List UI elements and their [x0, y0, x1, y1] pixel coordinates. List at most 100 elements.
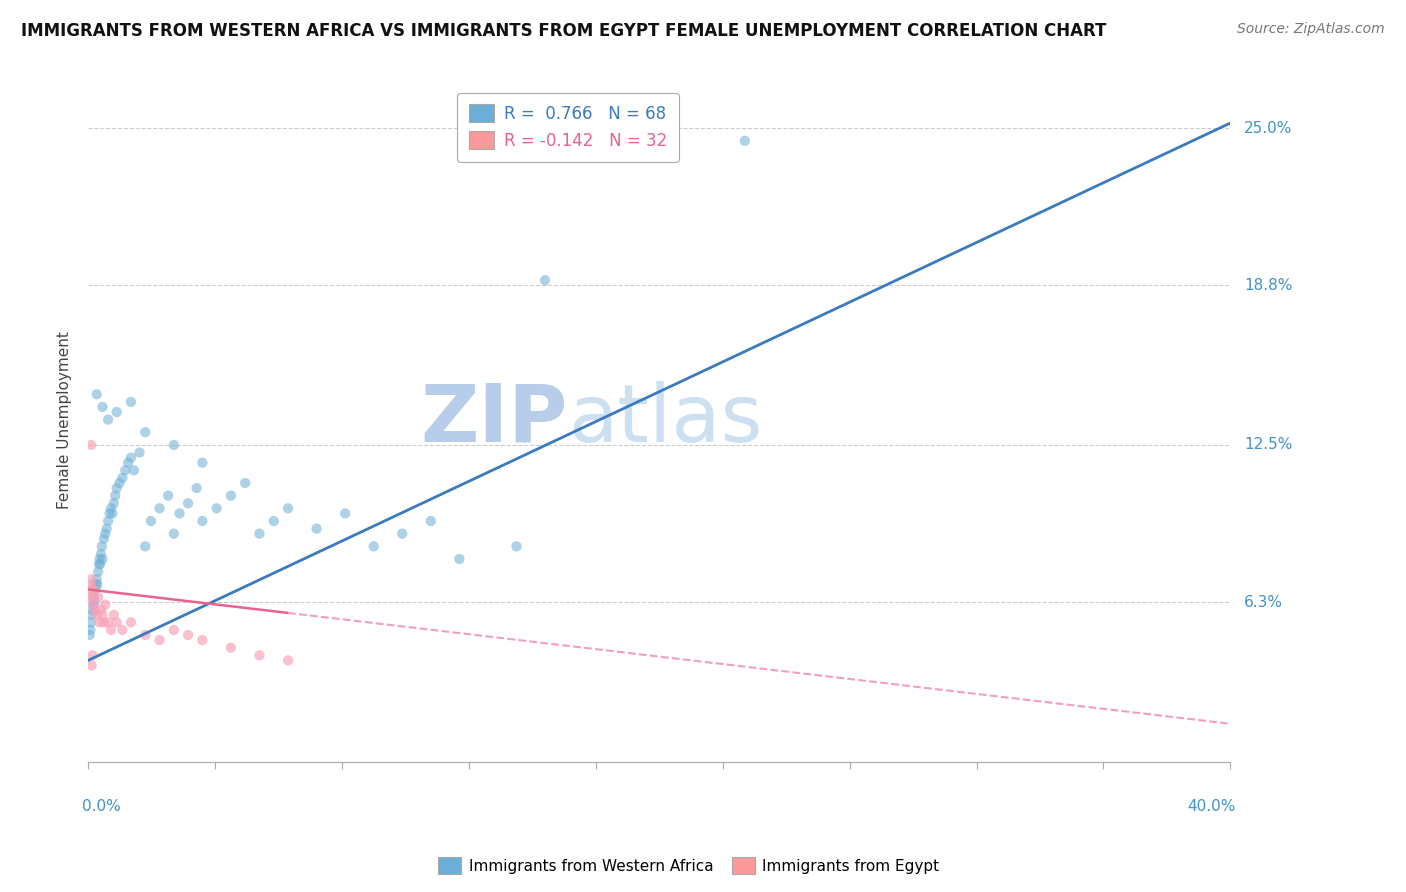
Point: [363, 539, 385, 553]
Point: [191, 633, 214, 648]
Point: [134, 425, 156, 440]
Point: [120, 450, 142, 465]
Point: [134, 628, 156, 642]
Text: 18.8%: 18.8%: [1244, 277, 1292, 293]
Point: [97, 514, 120, 528]
Point: [86, 607, 108, 622]
Point: [87, 590, 110, 604]
Point: [108, 475, 131, 490]
Legend: Immigrants from Western Africa, Immigrants from Egypt: Immigrants from Western Africa, Immigran…: [432, 851, 946, 880]
Legend: R =  0.766   N = 68, R = -0.142   N = 32: R = 0.766 N = 68, R = -0.142 N = 32: [457, 93, 679, 161]
Point: [80, 607, 103, 622]
Point: [391, 526, 413, 541]
Point: [89, 557, 111, 571]
Point: [163, 623, 186, 637]
Point: [79, 628, 101, 642]
Point: [111, 623, 134, 637]
Point: [96, 522, 118, 536]
Point: [83, 590, 105, 604]
Point: [90, 539, 112, 553]
Point: [98, 507, 121, 521]
Point: [82, 598, 104, 612]
Point: [105, 615, 128, 630]
Point: [177, 496, 200, 510]
Point: [449, 552, 471, 566]
Point: [233, 475, 256, 490]
Point: [101, 507, 124, 521]
Point: [120, 615, 142, 630]
Point: [139, 514, 162, 528]
Point: [128, 445, 150, 459]
Point: [191, 514, 214, 528]
Point: [169, 507, 191, 521]
Point: [111, 471, 134, 485]
Point: [79, 590, 101, 604]
Point: [117, 456, 139, 470]
Point: [82, 648, 104, 663]
Text: IMMIGRANTS FROM WESTERN AFRICA VS IMMIGRANTS FROM EGYPT FEMALE UNEMPLOYMENT CORR: IMMIGRANTS FROM WESTERN AFRICA VS IMMIGR…: [21, 22, 1107, 40]
Point: [219, 640, 242, 655]
Point: [122, 463, 145, 477]
Text: 12.5%: 12.5%: [1244, 437, 1292, 452]
Point: [505, 539, 527, 553]
Point: [79, 623, 101, 637]
Point: [80, 572, 103, 586]
Point: [93, 532, 115, 546]
Point: [148, 633, 170, 648]
Point: [90, 603, 112, 617]
Point: [100, 623, 122, 637]
Point: [82, 590, 104, 604]
Point: [333, 507, 356, 521]
Point: [80, 582, 103, 597]
Point: [84, 603, 107, 617]
Point: [205, 501, 228, 516]
Y-axis label: Female Unemployment: Female Unemployment: [58, 331, 72, 508]
Point: [89, 615, 111, 630]
Point: [91, 607, 114, 622]
Text: 40.0%: 40.0%: [1188, 799, 1236, 814]
Point: [94, 526, 117, 541]
Point: [87, 557, 110, 571]
Point: [419, 514, 441, 528]
Point: [134, 539, 156, 553]
Point: [305, 522, 328, 536]
Point: [163, 438, 186, 452]
Point: [177, 628, 200, 642]
Point: [263, 514, 285, 528]
Point: [91, 400, 114, 414]
Point: [80, 438, 103, 452]
Text: 6.3%: 6.3%: [1244, 595, 1284, 609]
Point: [103, 496, 125, 510]
Point: [86, 577, 108, 591]
Text: ZIP: ZIP: [420, 381, 568, 458]
Text: 0.0%: 0.0%: [83, 799, 121, 814]
Point: [163, 526, 186, 541]
Point: [219, 489, 242, 503]
Point: [80, 615, 103, 630]
Point: [114, 463, 136, 477]
Point: [277, 501, 299, 516]
Point: [84, 582, 107, 597]
Point: [534, 273, 557, 287]
Point: [120, 395, 142, 409]
Point: [157, 489, 180, 503]
Point: [80, 658, 103, 673]
Point: [734, 134, 756, 148]
Point: [79, 577, 101, 591]
Text: atlas: atlas: [568, 381, 762, 458]
Point: [97, 412, 120, 426]
Text: Source: ZipAtlas.com: Source: ZipAtlas.com: [1237, 22, 1385, 37]
Text: 25.0%: 25.0%: [1244, 120, 1292, 136]
Point: [83, 595, 105, 609]
Point: [105, 481, 128, 495]
Point: [87, 565, 110, 579]
Point: [103, 607, 125, 622]
Point: [84, 577, 107, 591]
Point: [148, 501, 170, 516]
Point: [94, 598, 117, 612]
Point: [82, 598, 104, 612]
Point: [277, 653, 299, 667]
Point: [249, 526, 271, 541]
Point: [186, 481, 208, 495]
Point: [97, 615, 120, 630]
